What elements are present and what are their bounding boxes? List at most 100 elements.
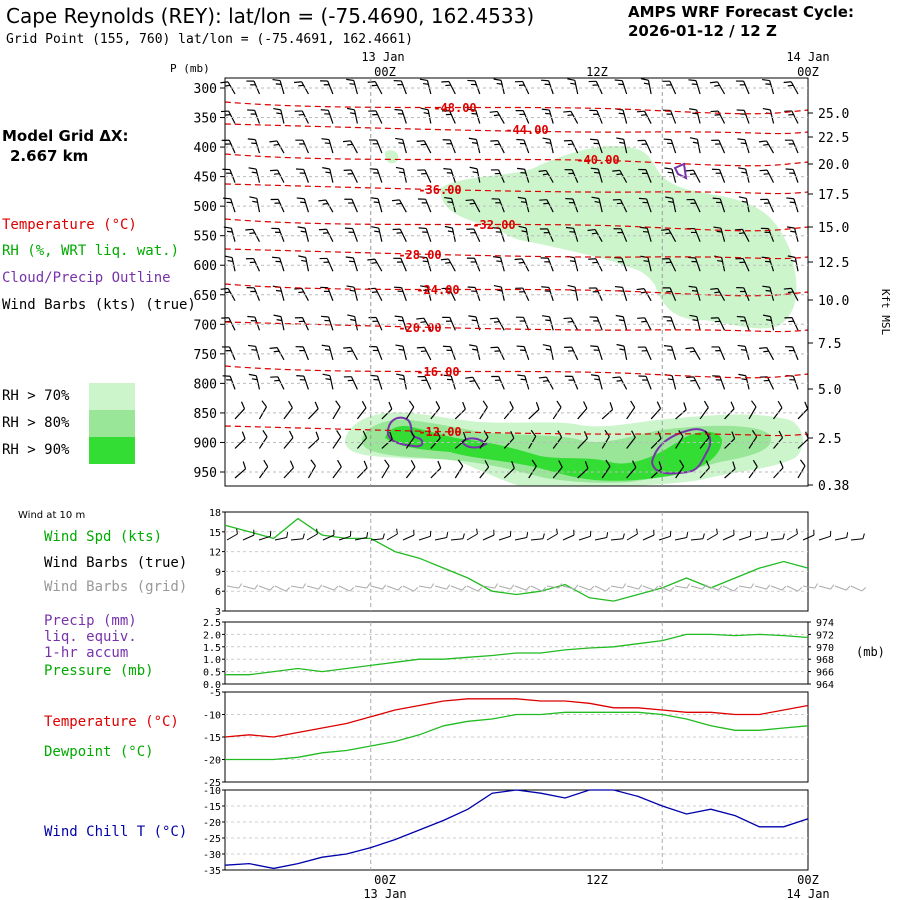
wind-barb — [454, 431, 467, 449]
pressure-tick-label: 550 — [194, 230, 217, 245]
wind-barb-staff — [426, 80, 432, 95]
wind-barb-feather — [421, 379, 427, 382]
top-time-label-00z-2: 00Z — [797, 65, 819, 79]
wind-barb-staff — [278, 228, 285, 242]
wind-barb-staff — [626, 437, 636, 449]
wind-barb-staff — [450, 169, 456, 183]
wind10-barb-grid — [738, 583, 755, 589]
pressure-tick-label: 950 — [194, 466, 217, 481]
wind-barb-feather — [288, 400, 293, 409]
wind-barb-feather — [410, 460, 416, 468]
wind-barb-staff — [724, 468, 736, 479]
wind10-barb-true — [818, 530, 832, 541]
wind-barb-feather — [250, 319, 257, 322]
wind-barb-feather — [490, 140, 498, 142]
rh80-swatch — [89, 410, 135, 437]
pressure-tick-label: 300 — [194, 82, 217, 97]
wind-barb-staff — [650, 438, 662, 449]
wind10-barb-feather — [606, 532, 609, 538]
wind-barb-staff — [329, 168, 334, 183]
wind-barb-feather — [642, 201, 648, 204]
wind-barb — [662, 109, 677, 124]
wind-barb-staff — [549, 316, 554, 331]
wind10-barb-grid-feather — [366, 583, 371, 589]
wind10-barb-grid-feather — [638, 584, 643, 590]
wind-barb-staff — [308, 408, 319, 420]
wind-barb — [783, 81, 799, 95]
temperature-label: Temperature (°C) — [44, 714, 179, 730]
page-title: Cape Reynolds (REY): lat/lon = (-75.4690… — [6, 4, 535, 28]
cross-section-frame: 300 350 400 450 500 550 600 650 700 750 800 850 900 9… — [170, 50, 892, 494]
wind-barb — [637, 139, 652, 154]
precip-y-tick-label: 0.5 — [203, 668, 221, 679]
wind10-barb-feather — [636, 528, 638, 535]
wind-barb-feather — [343, 346, 351, 349]
wind-barb-feather — [318, 228, 327, 231]
wind-barb-feather — [294, 287, 302, 290]
wind-barbs-grid-label: Wind Barbs (grid) — [44, 579, 188, 595]
temp-y-tick-label: -25 — [203, 778, 221, 789]
wind-barb-feather — [658, 461, 663, 469]
wind-speed-y-tick-label: 18 — [209, 508, 221, 519]
wind10-barb-staff — [306, 533, 318, 541]
wind-barb-feather — [299, 172, 306, 174]
wind10-barb-grid-staff — [546, 585, 559, 589]
wind-barb-staff — [768, 257, 775, 272]
wind10-barb-staff — [738, 535, 751, 541]
wind10-barb-grid — [418, 583, 435, 589]
wind-barb-feather — [490, 169, 499, 171]
wind-barb — [552, 400, 562, 420]
wind-barb-feather — [691, 290, 698, 292]
wind-barb-feather — [563, 110, 571, 113]
wind-barb-feather — [421, 172, 427, 175]
pressure-tick-label: 450 — [194, 171, 217, 186]
wind-barb-feather — [735, 80, 744, 82]
wind-barb-feather — [636, 288, 645, 291]
wind-barb-feather — [445, 113, 452, 116]
wind-barb-feather — [590, 167, 599, 170]
wind-barb — [442, 345, 456, 361]
wind-barb-feather — [786, 197, 794, 200]
wind-barb-feather — [510, 431, 515, 439]
wind-barb-staff — [623, 345, 628, 360]
wind-barb-feather — [372, 320, 378, 322]
wind-barb-feather — [612, 376, 621, 379]
wind-barb-feather — [320, 80, 328, 82]
wind-barb-feather — [444, 196, 452, 200]
wind-barb-staff — [767, 199, 775, 213]
wind-barb-feather — [301, 259, 307, 263]
wind-barb-staff — [329, 375, 334, 390]
wind-barb — [626, 430, 636, 449]
wind-barb-staff — [303, 375, 310, 390]
wind10-barb-grid — [562, 584, 579, 590]
wind-barb-staff — [748, 436, 758, 449]
wind-barb — [517, 374, 530, 390]
wind-barb-staff — [621, 287, 628, 301]
wind10-barb-grid — [690, 584, 707, 590]
wind10-barb-grid-staff — [514, 585, 527, 591]
wind-barb-staff — [718, 169, 726, 183]
wind-barb-staff — [378, 227, 383, 242]
wind-barb-feather — [517, 167, 525, 170]
wind-barb — [797, 459, 806, 479]
cloud-outline-4 — [673, 162, 688, 180]
wind-barb-feather — [443, 168, 452, 170]
wind10-barb-grid — [386, 585, 403, 591]
wind-barb-staff — [699, 437, 710, 449]
wind-barb-feather — [493, 78, 502, 81]
wind-barb-staff — [645, 376, 652, 390]
wind10-barb-grid-staff — [306, 585, 319, 590]
wind-barb-feather — [569, 231, 575, 233]
wind-barb-feather — [345, 256, 354, 259]
height-tick-label: 0.38 — [818, 479, 849, 494]
wind-barb-staff — [231, 257, 236, 272]
wind-barb-feather — [224, 291, 231, 294]
wind-barb-feather — [226, 201, 232, 204]
wind-barb-feather — [347, 314, 355, 318]
wind-barb-feather — [619, 141, 625, 144]
wind-barb-staff — [353, 287, 358, 301]
pressure-tick-label: 900 — [194, 436, 217, 451]
wind-barb-feather — [323, 84, 330, 86]
wind-barb-feather — [466, 228, 474, 230]
wind-barb-feather — [616, 343, 625, 347]
